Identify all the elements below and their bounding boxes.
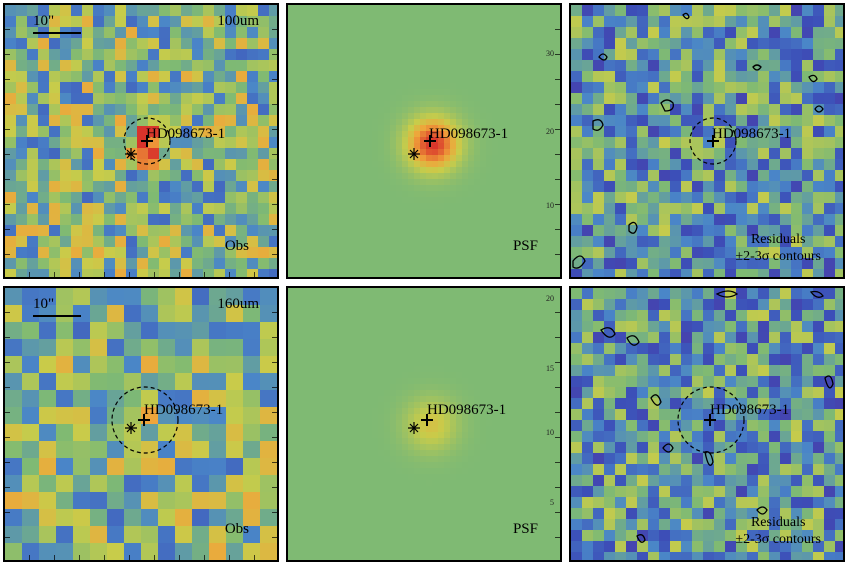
axis-ticks bbox=[555, 5, 560, 277]
tick-label: 10 bbox=[546, 201, 554, 210]
band-label-160um: 160um bbox=[217, 296, 259, 312]
psf-label: PSF bbox=[512, 238, 538, 254]
source-label: HD098673-1 bbox=[710, 402, 790, 418]
scale-bar bbox=[33, 32, 81, 34]
contours-caption: ±2-3σ contours bbox=[735, 249, 821, 264]
source-label: HD098673-1 bbox=[429, 126, 509, 142]
residual-contours bbox=[600, 290, 834, 543]
axis-ticks bbox=[272, 288, 277, 560]
residual-map-160um bbox=[571, 288, 843, 560]
contours-caption: ±2-3σ contours bbox=[735, 532, 821, 547]
residual-map-100um bbox=[571, 5, 843, 277]
residuals-title: Residuals bbox=[750, 232, 806, 247]
source-label: HD098673-1 bbox=[146, 126, 226, 142]
axis-ticks bbox=[555, 288, 560, 560]
source-label: HD098673-1 bbox=[712, 126, 792, 142]
obs-map-100um bbox=[5, 5, 277, 277]
residuals-title: Residuals bbox=[750, 515, 806, 530]
axis-ticks bbox=[272, 5, 277, 277]
axis-ticks bbox=[5, 288, 10, 560]
psf-label: PSF bbox=[512, 521, 538, 537]
source-markers bbox=[408, 414, 433, 434]
tick-label: 20 bbox=[546, 127, 554, 136]
source-label: HD098673-1 bbox=[144, 402, 224, 418]
residual-contours bbox=[572, 12, 824, 269]
psf-panel-100um: 30 20 10 HD098673-1 PSF bbox=[286, 3, 562, 279]
obs-panel-160um: 10" 160um HD098673-1 Obs bbox=[3, 286, 279, 562]
obs-label: Obs bbox=[224, 238, 249, 254]
source-markers bbox=[689, 117, 737, 165]
obs-panel-100um: 10" 100um HD098673-1 Obs bbox=[3, 3, 279, 279]
residual-panel-100um: HD098673-1 Residuals ±2-3σ contours bbox=[569, 3, 845, 279]
obs-label: Obs bbox=[224, 521, 249, 537]
tick-label: 10 bbox=[546, 428, 554, 437]
psf-map-100um bbox=[288, 5, 560, 277]
psf-panel-160um: 20 15 10 5 HD098673-1 PSF bbox=[286, 286, 562, 562]
axis-ticks bbox=[5, 555, 277, 560]
scale-bar bbox=[33, 315, 81, 317]
tick-label: 30 bbox=[546, 49, 554, 58]
source-markers bbox=[677, 386, 745, 454]
residuals-label: Residuals ±2-3σ contours bbox=[735, 514, 821, 548]
axis-ticks bbox=[5, 5, 10, 277]
residuals-label: Residuals ±2-3σ contours bbox=[735, 231, 821, 265]
scale-label: 10" bbox=[33, 296, 55, 312]
source-markers bbox=[111, 386, 179, 454]
residual-panel-160um: HD098673-1 Residuals ±2-3σ contours bbox=[569, 286, 845, 562]
band-label-100um: 100um bbox=[217, 13, 259, 29]
source-markers bbox=[408, 135, 436, 160]
tick-label: 20 bbox=[546, 294, 554, 303]
source-label: HD098673-1 bbox=[427, 402, 507, 418]
scale-label: 10" bbox=[33, 13, 55, 29]
tick-label: 15 bbox=[546, 364, 554, 373]
axis-ticks bbox=[5, 272, 277, 277]
tick-label: 5 bbox=[550, 498, 554, 507]
